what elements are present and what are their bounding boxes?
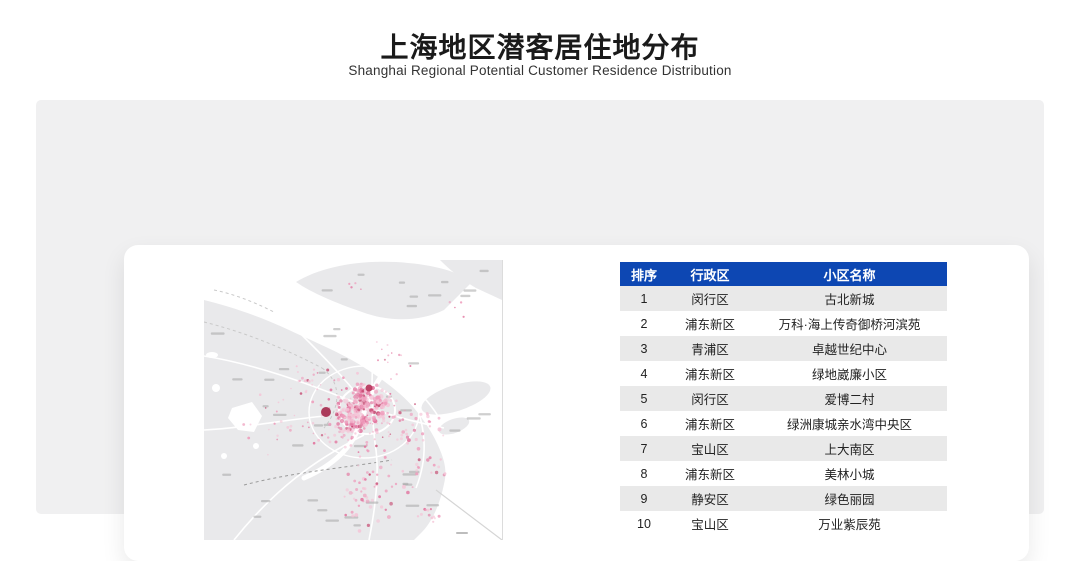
community-cell: 绿色丽园: [752, 486, 947, 511]
table-row: 2 浦东新区 万科·海上传奇御桥河滨苑: [620, 311, 947, 336]
district-cell: 浦东新区: [668, 411, 752, 436]
map-chongming-island: [296, 261, 472, 320]
map-customer-dots: [242, 282, 465, 533]
slide-panel: 排序 行政区 小区名称 1 闵行区 古北新城 2 浦东新区 万科·海上传奇御桥河滨苑 3 青浦…: [36, 100, 1044, 561]
district-cell: 浦东新区: [668, 311, 752, 336]
district-cell: 闵行区: [668, 386, 752, 411]
rank-cell: 9: [620, 486, 668, 511]
map-label-marks: [210, 269, 491, 527]
content-card: 排序 行政区 小区名称 1 闵行区 古北新城 2 浦东新区 万科·海上传奇御桥河滨苑 3 青浦…: [124, 245, 1029, 561]
page-title: 上海地区潜客居住地分布: [380, 32, 700, 63]
community-cell: 万业紫辰苑: [752, 511, 947, 536]
shanghai-scatter-map: [204, 260, 503, 540]
map-boundaries: [204, 289, 393, 486]
ranking-table-wrap: 排序 行政区 小区名称 1 闵行区 古北新城 2 浦东新区 万科·海上传奇御桥河滨苑 3 青浦…: [620, 262, 947, 536]
rank-cell: 3: [620, 336, 668, 361]
community-cell: 上大南区: [752, 436, 947, 461]
community-cell: 古北新城: [752, 286, 947, 311]
col-header-district: 行政区: [668, 262, 752, 286]
table-row: 3 青浦区 卓越世纪中心: [620, 336, 947, 361]
ranking-table: 排序 行政区 小区名称 1 闵行区 古北新城 2 浦东新区 万科·海上传奇御桥河滨苑 3 青浦…: [620, 262, 947, 536]
table-row: 1 闵行区 古北新城: [620, 286, 947, 311]
district-cell: 宝山区: [668, 511, 752, 536]
map-donghai-bridge: [435, 489, 502, 540]
district-cell: 浦东新区: [668, 361, 752, 386]
table-row: 5 闵行区 爱博二村: [620, 386, 947, 411]
rank-cell: 5: [620, 386, 668, 411]
map-hengsha-island: [438, 417, 470, 435]
map-attribution-mark: [456, 532, 468, 534]
community-cell: 万科·海上传奇御桥河滨苑: [752, 311, 947, 336]
district-cell: 浦东新区: [668, 461, 752, 486]
community-cell: 卓越世纪中心: [752, 336, 947, 361]
community-cell: 绿地崴廉小区: [752, 361, 947, 386]
table-header: 排序 行政区 小区名称: [620, 262, 947, 286]
rank-cell: 1: [620, 286, 668, 311]
table-row: 10 宝山区 万业紫辰苑: [620, 511, 947, 536]
district-cell: 闵行区: [668, 286, 752, 311]
community-cell: 爱博二村: [752, 386, 947, 411]
map-svg: [204, 260, 502, 540]
rank-cell: 4: [620, 361, 668, 386]
rank-cell: 10: [620, 511, 668, 536]
rank-cell: 7: [620, 436, 668, 461]
rank-cell: 6: [620, 411, 668, 436]
district-cell: 静安区: [668, 486, 752, 511]
page-subtitle: Shanghai Regional Potential Customer Res…: [348, 63, 732, 78]
community-cell: 美林小城: [752, 461, 947, 486]
col-header-rank: 排序: [620, 262, 668, 286]
table-row: 7 宝山区 上大南区: [620, 436, 947, 461]
table-row: 6 浦东新区 绿洲康城亲水湾中央区: [620, 411, 947, 436]
rank-cell: 8: [620, 461, 668, 486]
district-cell: 宝山区: [668, 436, 752, 461]
map-changxing-island: [421, 381, 491, 415]
table-row: 8 浦东新区 美林小城: [620, 461, 947, 486]
table-row: 4 浦东新区 绿地崴廉小区: [620, 361, 947, 386]
rank-cell: 2: [620, 311, 668, 336]
table-row: 9 静安区 绿色丽园: [620, 486, 947, 511]
district-cell: 青浦区: [668, 336, 752, 361]
col-header-community: 小区名称: [752, 262, 947, 286]
community-cell: 绿洲康城亲水湾中央区: [752, 411, 947, 436]
